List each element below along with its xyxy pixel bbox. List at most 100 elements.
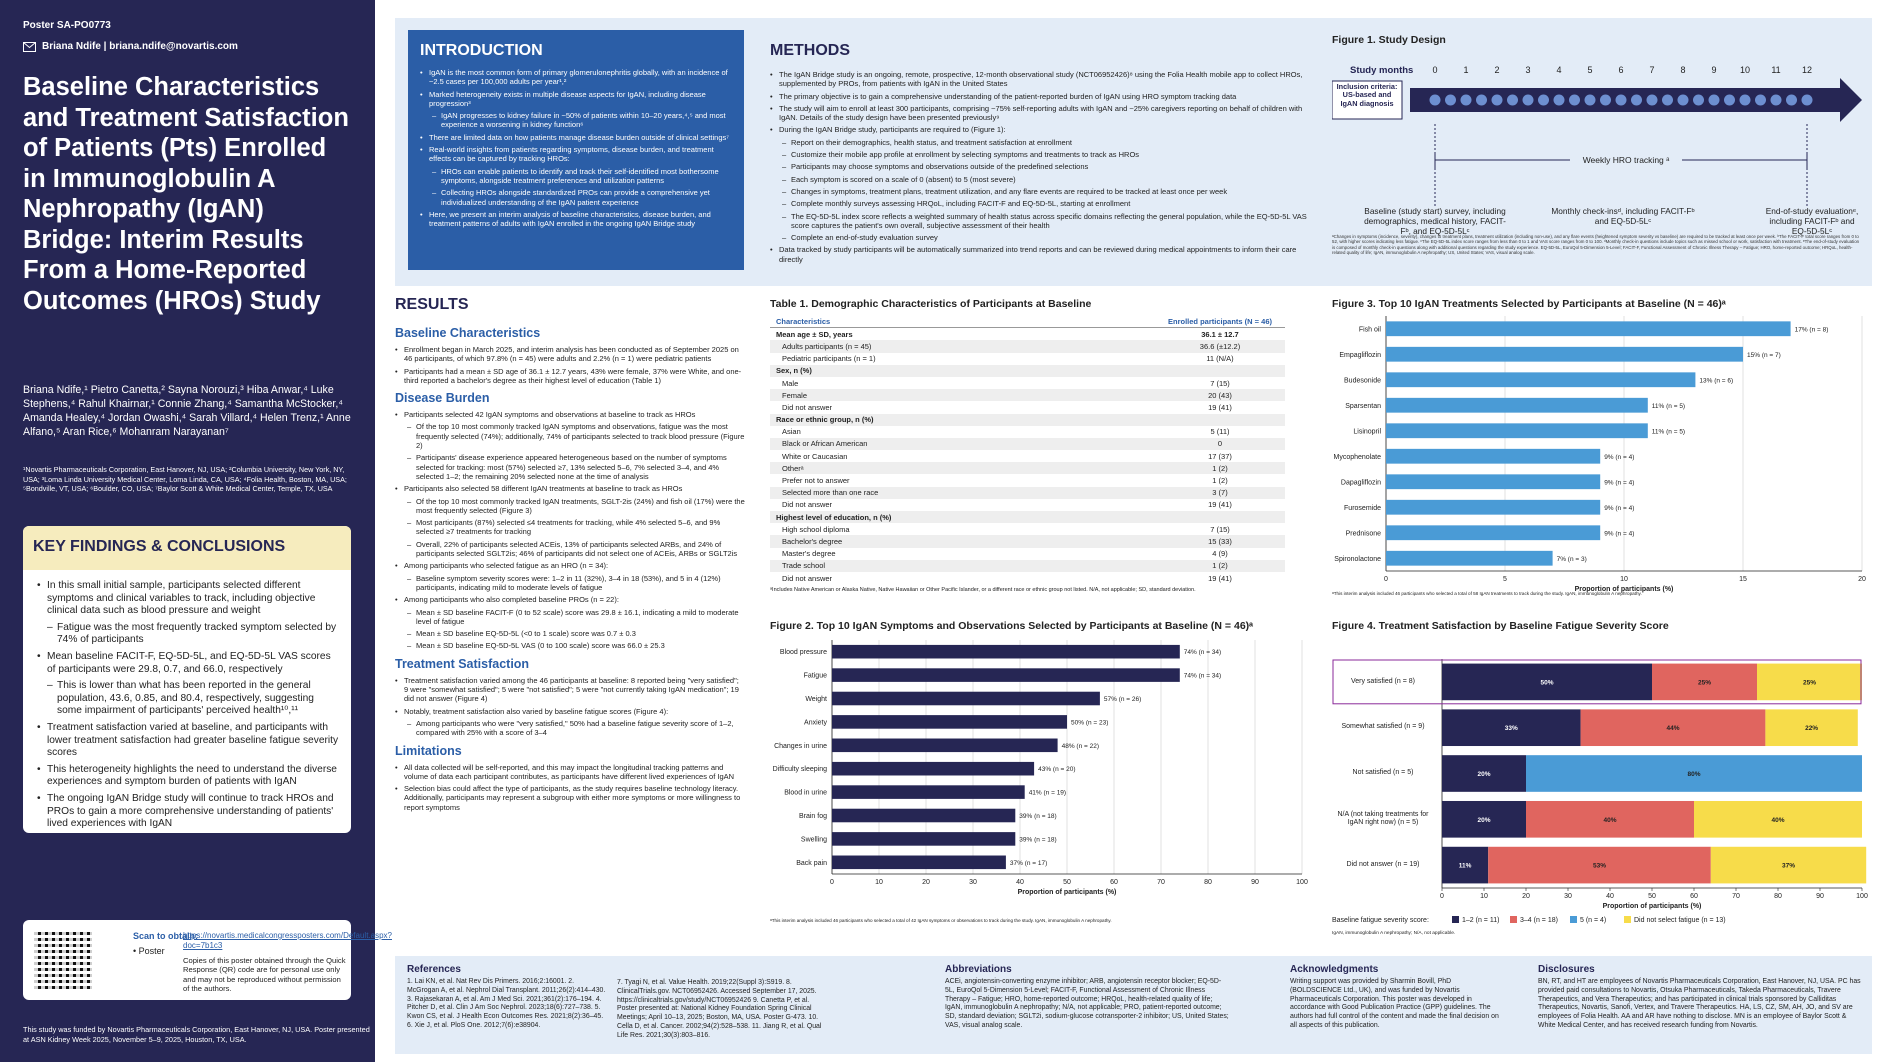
qr-url-link[interactable]: https://novartis.medicalcongressposters.… <box>183 931 392 950</box>
bar <box>1386 550 1553 566</box>
stacked-segment <box>1710 846 1867 884</box>
table-cell-value <box>1155 511 1285 524</box>
acknowledgments-text: Writing support was provided by Sharmin … <box>1290 978 1499 1029</box>
email-icon <box>23 41 36 52</box>
x-tick-label: 10 <box>1620 576 1628 583</box>
results-list: Enrollment began in March 2025, and inte… <box>395 345 745 385</box>
data-label: 74% (n = 34) <box>1184 673 1221 680</box>
list-item: The ongoing IgAN Bridge study will conti… <box>37 793 339 831</box>
category-label: Not satisfied (n = 5) <box>1352 769 1414 777</box>
table-row: Did not answer 19 (41) <box>770 499 1285 511</box>
table-row: Bachelor's degree 15 (33) <box>770 535 1285 548</box>
table-cell-value: 4 (9) <box>1212 549 1228 559</box>
x-tick-label: 70 <box>1732 893 1740 900</box>
list-item: IgAN progresses to kidney failure in ~50… <box>432 111 732 130</box>
data-label: 11% (n = 5) <box>1652 428 1685 435</box>
timeline-dot <box>1553 94 1565 106</box>
data-label: 9% (n = 4) <box>1604 454 1634 461</box>
bar <box>832 691 1100 706</box>
list-item: Of the top 10 most commonly tracked IgAN… <box>407 422 745 450</box>
table-1: Table 1. Demographic Characteristics of … <box>770 298 1285 594</box>
data-label: 17% (n = 8) <box>1795 326 1829 333</box>
table-row: Prefer not to answer 1 (2) <box>770 474 1285 486</box>
month-tick: 8 <box>1680 65 1685 75</box>
list-item: Participants had a mean ± SD age of 36.1… <box>395 367 745 386</box>
timeline-dot <box>1677 94 1689 106</box>
list-item: Among participants who selected fatigue … <box>395 561 745 571</box>
bar <box>1386 423 1648 439</box>
stacked-segment <box>1765 709 1858 747</box>
table-cell-characteristic: White or Caucasian <box>782 451 848 461</box>
table-cell-characteristic: Did not answer <box>782 500 833 510</box>
legend-swatch <box>1624 916 1631 923</box>
legend-label: Did not select fatigue (n = 13) <box>1634 917 1726 924</box>
references-col-2: 7. Tyagi N, et al. Value Health. 2019;22… <box>617 979 827 1041</box>
timeline-dot <box>1460 94 1472 106</box>
x-tick-label: 15 <box>1739 576 1747 583</box>
list-item: Collecting HROs alongside standardized P… <box>432 188 732 207</box>
legend-swatch <box>1452 916 1459 923</box>
category-label: Changes in urine <box>774 743 827 750</box>
table-cell-characteristic: Pediatric participants (n = 1) <box>782 354 876 364</box>
x-tick-label: 0 <box>830 879 834 886</box>
table-cell-value: 3 (7) <box>1155 486 1285 499</box>
stacked-segment <box>1442 846 1489 884</box>
figure-4-chart: 0 10 20 30 40 50 60 70 80 90 100 50% 25% 25% Very sati… <box>1332 659 1868 936</box>
table-row: Adults participants (n = 45) 36.6 (±12.2) <box>770 340 1285 353</box>
bar <box>1386 372 1696 388</box>
bar <box>1386 525 1601 541</box>
data-label: 9% (n = 4) <box>1604 530 1634 537</box>
list-item: There are limited data on how patients m… <box>420 133 732 143</box>
table-cell-characteristic: Black or African American <box>770 437 1155 451</box>
bar <box>1386 346 1743 362</box>
bar <box>832 738 1058 753</box>
category-label: Brain fog <box>799 813 827 820</box>
table-cell-value: 17 (37) <box>1208 451 1232 461</box>
table-cell-value: 7 (15) <box>1210 378 1230 388</box>
category-label: N/A (not taking treatments for IgAN righ… <box>1337 810 1429 827</box>
x-tick-label: 80 <box>1774 893 1782 900</box>
category-label: Spironolactone <box>1334 556 1381 563</box>
table-cell-characteristic: Mean age ± SD, years <box>776 329 853 339</box>
x-tick-label: 20 <box>1858 576 1866 583</box>
stacked-segment <box>1757 663 1862 701</box>
timeline-dot <box>1491 94 1503 106</box>
segment-label: 53% <box>1593 863 1606 870</box>
qr-code[interactable] <box>34 931 92 989</box>
figure-1-title: Figure 1. Study Design <box>1332 34 1446 46</box>
table-cell-value: 0 <box>1155 437 1285 451</box>
list-item: Notably, treatment satisfaction also var… <box>395 707 745 717</box>
table-row: Did not answer 19 (41) <box>770 401 1285 413</box>
legend-swatch <box>1570 916 1577 923</box>
figure-2-chart: 0 10 20 30 40 50 60 70 80 90 100 Blood pressure 74% … <box>773 640 1308 896</box>
bar <box>832 855 1006 870</box>
qr-note: Copies of this poster obtained through t… <box>183 956 346 994</box>
bar <box>832 761 1035 776</box>
contact-email[interactable]: Briana Ndife | briana.ndife@novartis.com <box>42 41 238 52</box>
references-text-2: 7. Tyagi N, et al. Value Health. 2019;22… <box>617 979 822 1039</box>
legend-title: Baseline fatigue severity score: <box>1332 917 1429 924</box>
x-tick-label: 90 <box>1816 893 1824 900</box>
list-item: This is lower than what has been reporte… <box>47 680 339 718</box>
category-label: Fatigue <box>804 673 827 680</box>
month-tick: 0 <box>1432 65 1437 75</box>
table-cell-characteristic: Bachelor's degree <box>770 535 1155 548</box>
table-1-footnote: ᵃIncludes Native American or Alaska Nati… <box>770 587 1196 594</box>
category-label: Budesonide <box>1344 377 1381 384</box>
list-item: This heterogeneity highlights the need t… <box>37 764 339 789</box>
month-tick: 5 <box>1587 65 1592 75</box>
qr-scan-label: Scan to obtain: <box>133 931 198 941</box>
results-subheading: Limitations <box>395 743 462 758</box>
list-item: Participants may choose symptoms and obs… <box>782 162 1310 172</box>
table-row: Black or African American 0 <box>770 437 1285 451</box>
x-axis-title: Proportion of participants (%) <box>1603 903 1702 910</box>
month-tick: 6 <box>1618 65 1623 75</box>
timeline-dot <box>1739 94 1751 106</box>
list-item: Mean ± SD baseline EQ-5D-5L VAS (0 to 10… <box>407 641 745 651</box>
table-row: Male 7 (15) <box>770 377 1285 389</box>
category-label: Furosemide <box>1344 505 1381 512</box>
timeline-dot <box>1786 94 1797 106</box>
month-tick: 7 <box>1649 65 1654 75</box>
x-tick-label: 70 <box>1157 879 1165 886</box>
category-label: Weight <box>805 696 827 703</box>
